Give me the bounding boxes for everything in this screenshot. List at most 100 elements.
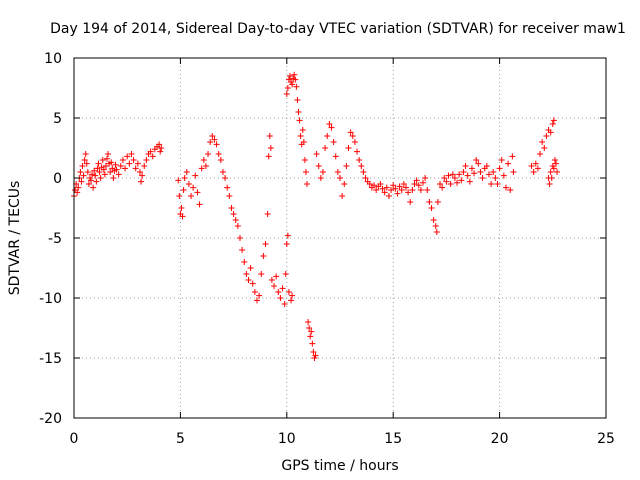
data-point	[267, 145, 274, 151]
data-point	[90, 184, 97, 191]
data-point	[392, 185, 399, 192]
data-point	[279, 285, 286, 292]
data-point	[180, 187, 187, 193]
data-point	[373, 187, 380, 193]
data-point	[319, 169, 326, 175]
data-point	[409, 187, 416, 193]
data-point	[283, 241, 290, 247]
data-point	[460, 169, 467, 175]
data-point	[245, 277, 252, 283]
data-points	[71, 71, 561, 361]
data-point	[95, 160, 102, 167]
data-point	[326, 121, 333, 127]
chart-title: Day 194 of 2014, Sidereal Day-to-day VTE…	[50, 21, 626, 37]
data-point	[103, 155, 110, 162]
data-point	[205, 151, 212, 157]
data-point	[498, 157, 505, 163]
data-point	[158, 145, 165, 151]
data-point	[88, 177, 95, 184]
data-point	[483, 163, 490, 169]
data-point	[547, 129, 554, 136]
data-point	[411, 181, 418, 187]
data-point	[396, 183, 403, 190]
data-point	[322, 145, 329, 151]
data-point	[343, 163, 350, 169]
data-point	[449, 171, 456, 178]
data-point	[358, 163, 365, 169]
data-point	[310, 349, 317, 355]
data-point	[554, 169, 561, 175]
data-point	[347, 129, 354, 136]
data-point	[107, 169, 114, 175]
data-point	[277, 295, 284, 301]
data-point	[110, 175, 117, 181]
data-point	[300, 139, 307, 145]
data-point	[371, 182, 378, 189]
grid	[74, 58, 606, 418]
data-point	[424, 187, 431, 193]
data-point	[532, 160, 539, 167]
data-point	[181, 175, 188, 181]
x-axis-label: GPS time / hours	[281, 458, 398, 474]
data-point	[209, 133, 216, 139]
data-point	[119, 157, 126, 163]
data-point	[289, 81, 296, 88]
data-point	[337, 175, 343, 181]
data-point	[179, 213, 186, 220]
data-point	[356, 157, 363, 163]
data-point	[266, 133, 273, 139]
data-point	[295, 109, 302, 115]
data-point	[528, 163, 535, 169]
data-point	[188, 193, 195, 199]
data-point	[510, 169, 517, 175]
data-point	[419, 179, 426, 186]
data-point	[502, 184, 509, 191]
data-point	[147, 148, 154, 155]
data-point	[548, 175, 555, 181]
data-point	[265, 153, 272, 160]
data-point	[345, 145, 352, 151]
data-point	[362, 175, 369, 181]
data-point	[543, 133, 550, 139]
data-point	[330, 139, 337, 145]
data-point	[306, 325, 313, 331]
data-point	[379, 185, 386, 192]
data-point	[291, 71, 298, 78]
data-point	[400, 181, 407, 187]
data-point	[377, 181, 384, 187]
data-point	[334, 169, 341, 175]
data-point	[430, 217, 437, 223]
data-point	[132, 165, 139, 172]
data-point	[339, 193, 346, 199]
data-point	[251, 289, 258, 295]
x-tick-label: 0	[70, 431, 79, 447]
data-point	[539, 139, 546, 145]
data-point	[394, 190, 401, 197]
data-point	[92, 172, 99, 179]
data-point	[282, 271, 289, 277]
data-point	[89, 171, 96, 178]
data-point	[275, 289, 282, 295]
data-point	[234, 223, 241, 229]
data-point	[219, 169, 226, 175]
y-tick-label: 10	[44, 51, 62, 67]
data-point	[192, 172, 199, 179]
data-point	[296, 117, 303, 124]
data-point	[213, 141, 220, 148]
data-point	[530, 169, 537, 175]
data-point	[122, 165, 129, 172]
data-point	[315, 163, 322, 169]
data-point	[366, 181, 373, 187]
data-point	[222, 175, 229, 181]
data-point	[258, 271, 265, 277]
data-point	[388, 187, 395, 193]
data-point	[550, 165, 557, 172]
data-point	[157, 148, 164, 155]
data-point	[381, 189, 388, 196]
data-point	[247, 265, 254, 271]
data-point	[488, 181, 495, 187]
data-point	[443, 178, 450, 185]
data-point	[115, 171, 122, 178]
data-point	[124, 153, 131, 160]
data-point	[462, 163, 469, 169]
